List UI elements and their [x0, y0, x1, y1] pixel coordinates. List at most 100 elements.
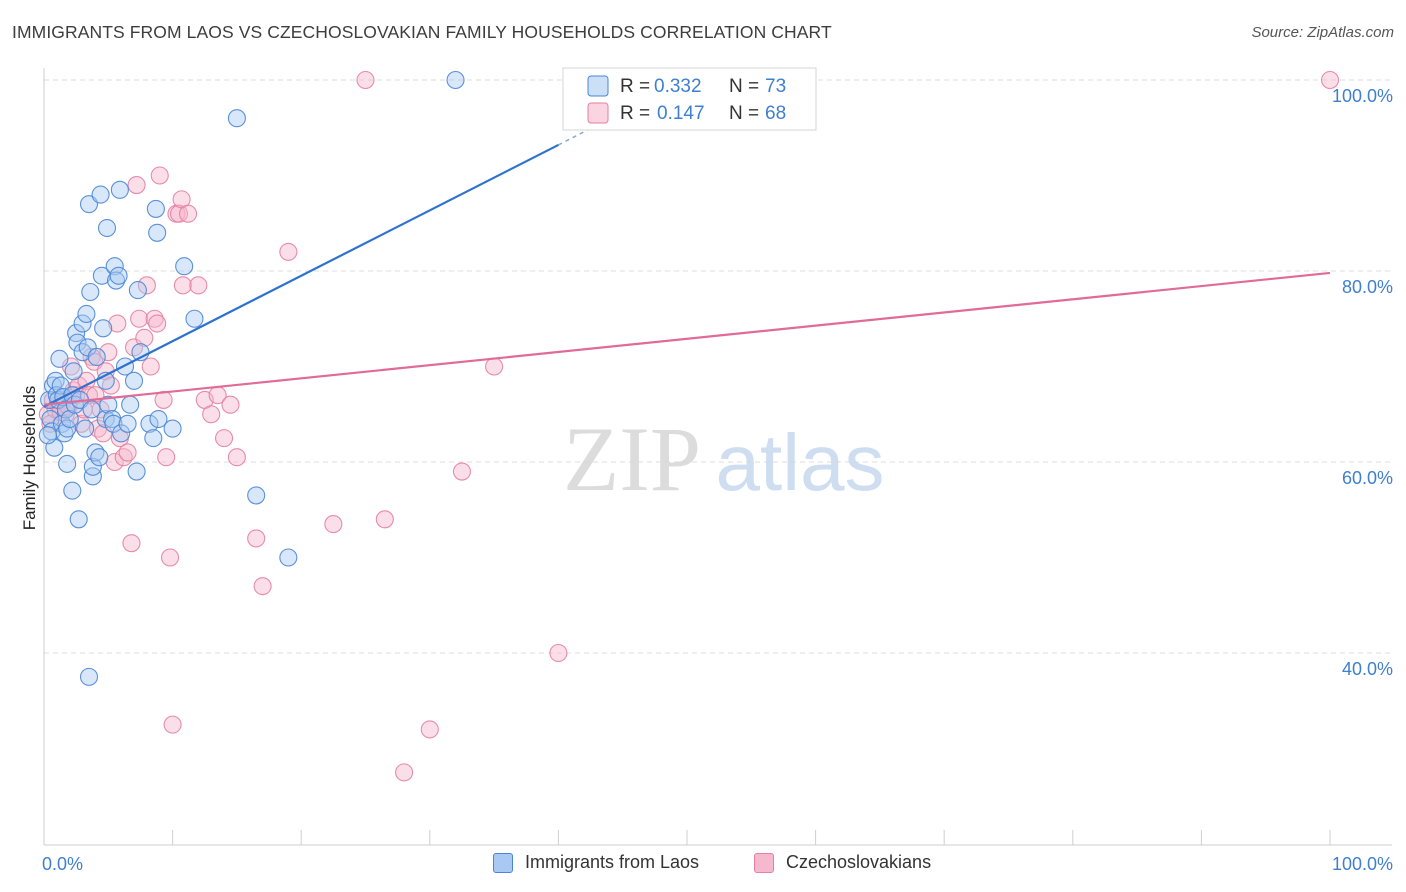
watermark: ZIP atlas [563, 408, 884, 510]
source-label: Source: ZipAtlas.com [1251, 24, 1394, 41]
data-point-czechoslovakians [395, 763, 414, 782]
legend-swatch-laos [493, 852, 513, 873]
data-point-czechoslovakians [375, 510, 394, 529]
data-point-immigrants-from-laos [124, 371, 144, 390]
data-point-immigrants-from-laos [43, 376, 63, 395]
data-point-czechoslovakians [356, 70, 375, 90]
y-tick-label: 80.0% [1342, 277, 1393, 297]
data-point-czechoslovakians [135, 328, 154, 347]
data-point-czechoslovakians [420, 720, 439, 739]
data-point-immigrants-from-laos [60, 409, 79, 429]
data-point-immigrants-from-laos [67, 324, 86, 343]
data-point-czechoslovakians [101, 376, 120, 395]
legend-swatch-czech [754, 852, 774, 873]
data-point-immigrants-from-laos [83, 457, 102, 476]
data-point-immigrants-from-laos [91, 185, 110, 204]
data-point-czechoslovakians [118, 443, 137, 462]
data-point-czechoslovakians [157, 448, 176, 467]
data-point-czechoslovakians [178, 204, 198, 223]
data-point-immigrants-from-laos [83, 467, 102, 486]
data-point-immigrants-from-laos [446, 70, 465, 90]
data-point-immigrants-from-laos [97, 218, 117, 238]
legend-r-value-laos: 0.332 [654, 76, 702, 97]
legend-label-czech: Czechoslovakians [786, 852, 932, 872]
data-point-czechoslovakians [1320, 70, 1340, 90]
data-point-czechoslovakians [141, 357, 160, 376]
legend-n-value-laos: 73 [765, 76, 786, 97]
data-point-czechoslovakians [227, 448, 246, 467]
data-point-immigrants-from-laos [110, 180, 129, 199]
data-point-immigrants-from-laos [69, 510, 88, 529]
data-point-immigrants-from-laos [90, 448, 109, 467]
axes [43, 68, 1392, 846]
series-immigrants-from-laos [38, 70, 465, 686]
data-point-czechoslovakians [99, 343, 118, 362]
data-point-czechoslovakians [324, 515, 343, 534]
legend-item-laos[interactable]: Immigrants from Laos [493, 852, 699, 873]
data-point-immigrants-from-laos [68, 333, 87, 352]
y-tick-label: 40.0% [1342, 659, 1393, 679]
data-point-czechoslovakians [108, 314, 127, 333]
data-point-immigrants-from-laos [76, 419, 95, 438]
legend-bottom: Immigrants from Laos Czechoslovakians [0, 852, 1406, 878]
legend-n-label-laos: N = [729, 76, 759, 97]
tick-labels: 40.0% 60.0% 80.0% 100.0% 0.0% 100.0% [42, 86, 1393, 874]
watermark-zip: ZIP [563, 408, 701, 510]
data-point-immigrants-from-laos [112, 424, 131, 443]
data-point-immigrants-from-laos [64, 362, 83, 381]
data-point-immigrants-from-laos [38, 426, 57, 445]
data-point-immigrants-from-laos [247, 486, 266, 505]
y-tick-label: 100.0% [1332, 86, 1393, 106]
data-point-czechoslovakians [253, 577, 272, 596]
data-point-czechoslovakians [137, 276, 156, 295]
data-point-immigrants-from-laos [163, 419, 182, 438]
data-point-immigrants-from-laos [58, 454, 77, 473]
y-tick-label: 60.0% [1342, 468, 1393, 488]
data-point-immigrants-from-laos [105, 257, 124, 276]
legend-top: R = 0.332 N = 73 R = 0.147 N = 68 [562, 67, 817, 131]
trend-lines [43, 114, 1331, 408]
data-point-immigrants-from-laos [144, 429, 163, 448]
data-point-czechoslovakians [279, 242, 298, 261]
data-point-immigrants-from-laos [63, 481, 82, 500]
data-point-czechoslovakians [145, 309, 164, 328]
legend-item-czech[interactable]: Czechoslovakians [754, 852, 931, 873]
data-point-immigrants-from-laos [121, 395, 140, 414]
data-point-immigrants-from-laos [128, 281, 147, 300]
trend-line-czech [43, 271, 1331, 406]
data-point-immigrants-from-laos [46, 371, 65, 390]
data-point-czechoslovakians [163, 715, 182, 734]
data-point-immigrants-from-laos [175, 257, 194, 276]
data-point-immigrants-from-laos [148, 223, 167, 242]
data-point-immigrants-from-laos [149, 409, 168, 429]
data-point-immigrants-from-laos [146, 199, 165, 218]
legend-swatch-czech [587, 102, 609, 124]
data-point-immigrants-from-laos [81, 282, 100, 302]
legend-label-laos: Immigrants from Laos [525, 852, 700, 872]
data-point-czechoslovakians [485, 357, 504, 376]
x-tick-label: 100.0% [1332, 854, 1393, 874]
chart-title: IMMIGRANTS FROM LAOS VS CZECHOSLOVAKIAN … [12, 22, 832, 42]
data-point-immigrants-from-laos [118, 414, 137, 433]
watermark-atlas: atlas [716, 418, 885, 507]
gridlines [44, 79, 1392, 654]
data-point-immigrants-from-laos [73, 314, 92, 333]
x-tick-label: 0.0% [42, 854, 83, 874]
data-point-czechoslovakians [82, 347, 101, 367]
data-point-czechoslovakians [189, 276, 208, 295]
data-point-immigrants-from-laos [109, 266, 128, 285]
data-point-czechoslovakians [549, 643, 568, 663]
legend-swatch-laos [587, 75, 609, 97]
data-point-immigrants-from-laos [99, 395, 118, 414]
data-point-czechoslovakians [150, 166, 169, 185]
data-point-czechoslovakians [247, 529, 266, 548]
data-point-immigrants-from-laos [78, 338, 97, 357]
data-point-immigrants-from-laos [77, 304, 96, 324]
data-point-immigrants-from-laos [79, 667, 99, 686]
data-point-czechoslovakians [452, 462, 472, 481]
data-point-immigrants-from-laos [185, 309, 204, 328]
legend-n-label-czech: N = [729, 103, 759, 124]
data-point-immigrants-from-laos [279, 548, 298, 567]
data-point-immigrants-from-laos [87, 347, 106, 367]
